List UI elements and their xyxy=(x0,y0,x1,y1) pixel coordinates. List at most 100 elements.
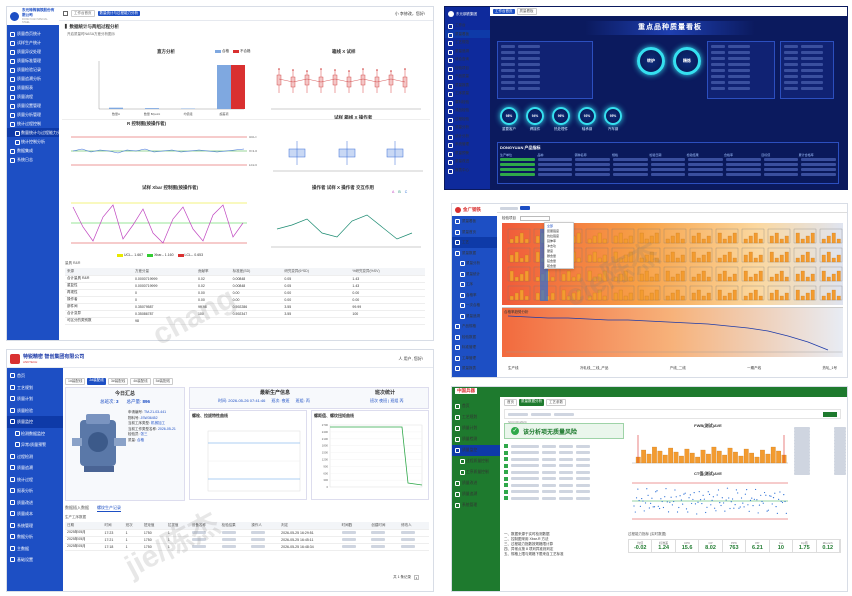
sidebar-item-11[interactable]: 数量统计与过程能力分析 xyxy=(7,128,59,137)
checkbox[interactable] xyxy=(504,470,508,475)
query-button[interactable] xyxy=(823,411,837,417)
p2-sidebar-item-16[interactable]: 质量改进 xyxy=(445,157,490,166)
sidebar-item-0[interactable]: 质量首页统计 xyxy=(7,29,59,38)
dropdown-option-0[interactable]: 全部 xyxy=(547,223,554,228)
p4-sidebar-item-12[interactable]: 质量成本 xyxy=(7,508,63,520)
p4-sidebar-item-3[interactable]: 质量检验 xyxy=(7,405,63,417)
p3-sidebar-item-1[interactable]: 质量首页 xyxy=(452,227,497,238)
p2-sidebar-item-13[interactable]: 统计分析 xyxy=(445,132,490,141)
p5-tab-1[interactable]: 质量数据分析 xyxy=(519,399,544,406)
user-greeting[interactable]: 人 用户, 您好! xyxy=(398,356,423,361)
p3-sidebar-item-4[interactable]: 质量分析 xyxy=(452,258,497,269)
p2-sidebar-item-1[interactable]: 质量看板 xyxy=(445,29,490,38)
line-tab-0[interactable]: 1#装配线 xyxy=(65,378,86,385)
p2-sidebar-item-4[interactable]: 综合查询 xyxy=(445,55,490,64)
dropdown-option-3[interactable]: 延伸率 xyxy=(547,238,557,243)
p5-sidebar-item-2[interactable]: 质量计划 xyxy=(452,423,500,434)
dropdown-option-5[interactable]: 硬度 xyxy=(547,248,554,253)
menu-toggle-icon[interactable] xyxy=(63,11,68,16)
p4-sidebar-item-8[interactable]: 质量追溯 xyxy=(7,462,63,474)
sidebar-item-4[interactable]: 质量检验记录 xyxy=(7,65,59,74)
p5-sidebar-item-0[interactable]: 首页 xyxy=(452,401,500,412)
p2-sidebar-item-10[interactable]: 成品检验 xyxy=(445,106,490,115)
p2-sidebar-item-2[interactable]: 工艺规范 xyxy=(445,38,490,47)
p4-sidebar-item-4[interactable]: 质量监控 xyxy=(7,416,63,428)
sidebar-item-8[interactable]: 质量设置管理 xyxy=(7,101,59,110)
sidebar-item-13[interactable]: 数据集成 xyxy=(7,146,59,155)
p3-sidebar-item-9[interactable]: 质量追溯 xyxy=(452,311,497,322)
sidebar-item-5[interactable]: 质量追溯分析 xyxy=(7,74,59,83)
filter-select[interactable] xyxy=(520,215,550,221)
p5-tab-2[interactable]: 工艺参数 xyxy=(546,399,566,406)
p4-sidebar-item-5[interactable]: 检测数据监控 xyxy=(7,428,63,440)
sidebar-item-14[interactable]: 系统日志 xyxy=(7,155,59,164)
p4-sidebar-item-14[interactable]: 数据分析 xyxy=(7,531,63,543)
checkbox[interactable] xyxy=(504,489,508,494)
table-tab-1[interactable]: 螺纹生产记录 xyxy=(97,505,121,512)
dropdown-option-1[interactable]: 屈服强度 xyxy=(547,228,560,233)
p2-sidebar-item-11[interactable]: 过程检验 xyxy=(445,115,490,124)
line-tab-1[interactable]: 2#装配线 xyxy=(87,378,106,385)
p2-sidebar-item-5[interactable]: 检验项目 xyxy=(445,64,490,73)
line-tab-3[interactable]: 4#装配线 xyxy=(130,378,151,385)
p5-sidebar-item-9[interactable]: 系统管理 xyxy=(452,500,500,511)
tab-spc[interactable]: 数量统计与过程能力分析 xyxy=(97,11,140,16)
checkbox[interactable] xyxy=(504,463,508,468)
p5-sidebar-item-6[interactable]: 工序质量控制 xyxy=(452,467,500,478)
p3-sidebar-item-2[interactable]: 工艺 xyxy=(452,237,497,248)
page-1-button[interactable]: 1 xyxy=(414,575,419,580)
p4-sidebar-item-10[interactable]: 报表分析 xyxy=(7,485,63,497)
p4-sidebar-item-1[interactable]: 工艺规划 xyxy=(7,382,63,394)
p4-sidebar-item-16[interactable]: 基础设置 xyxy=(7,554,63,566)
p5-sidebar-item-5[interactable]: 过程质量控制 xyxy=(452,456,500,467)
p2-sidebar-item-0[interactable]: 工作台 xyxy=(445,21,490,30)
sidebar-item-12[interactable]: 统计控制分析 xyxy=(7,137,59,146)
p5-sidebar-item-8[interactable]: 质量追溯 xyxy=(452,489,500,500)
p3-sidebar-item-5[interactable]: 质量统计 xyxy=(452,269,497,280)
p5-sidebar-item-1[interactable]: 工艺规划 xyxy=(452,412,500,423)
p4-sidebar-item-15[interactable]: 主数据 xyxy=(7,543,63,555)
p4-sidebar-item-7[interactable]: 过程检测 xyxy=(7,451,63,463)
dropdown-option-8[interactable]: 硫含量 xyxy=(547,263,557,268)
user-greeting[interactable]: 小 李修改，您好! xyxy=(394,11,425,16)
sidebar-item-3[interactable]: 质量标准管理 xyxy=(7,56,59,65)
sidebar-item-2[interactable]: 质量异议处理 xyxy=(7,47,59,56)
p5-sidebar-item-4[interactable]: 质量监控 xyxy=(452,445,500,456)
line-tab-2[interactable]: 3#装配线 xyxy=(107,378,129,385)
p2-sidebar-item-3[interactable]: 质量追溯 xyxy=(445,47,490,56)
tab-dashboard[interactable]: 质量看板 xyxy=(516,8,537,15)
sidebar-item-10[interactable]: 统计过程控制 xyxy=(7,119,59,128)
p3-sidebar-item-14[interactable]: 质量报表 xyxy=(452,363,497,374)
dropdown-option-6[interactable]: 碳含量 xyxy=(547,253,557,258)
p2-sidebar-item-8[interactable]: 工序质量 xyxy=(445,89,490,98)
p5-sidebar-item-3[interactable]: 质量检测 xyxy=(452,434,500,445)
p5-sidebar-item-7[interactable]: 质量改进 xyxy=(452,478,500,489)
sidebar-item-6[interactable]: 质量报表 xyxy=(7,83,59,92)
line-tab-4[interactable]: 5#装配线 xyxy=(152,378,174,385)
sidebar-item-1[interactable]: 试样生产统计 xyxy=(7,38,59,47)
p3-sidebar-item-6[interactable]: 工序 xyxy=(452,279,497,290)
p2-sidebar-item-15[interactable]: 质量预警 xyxy=(445,149,490,158)
p3-sidebar-item-11[interactable]: 检验数据 xyxy=(452,332,497,343)
tab-home[interactable]: 工作台首页 xyxy=(71,10,95,17)
p3-sidebar-item-7[interactable]: 合格率 xyxy=(452,290,497,301)
dropdown-option-7[interactable]: 锰含量 xyxy=(547,258,557,263)
p4-sidebar-item-13[interactable]: 系统管理 xyxy=(7,520,63,532)
checkbox[interactable] xyxy=(504,476,508,481)
p4-sidebar-item-0[interactable]: 首页 xyxy=(7,370,63,382)
tab-workbench[interactable]: 工作台首页 xyxy=(493,9,515,14)
p3-sidebar-item-13[interactable]: 工单管理 xyxy=(452,353,497,364)
p3-sidebar-item-0[interactable]: 质量看板 xyxy=(452,216,497,227)
checkbox[interactable] xyxy=(504,483,508,488)
dropdown-option-4[interactable]: 冲击功 xyxy=(547,243,557,248)
p3-sidebar-item-8[interactable]: 一次合格 xyxy=(452,300,497,311)
checkbox[interactable] xyxy=(504,496,508,501)
p4-sidebar-item-6[interactable]: 异常/质量预警 xyxy=(7,439,63,451)
p4-sidebar-item-11[interactable]: 质量改进 xyxy=(7,497,63,509)
checkbox[interactable] xyxy=(504,450,508,455)
p3-sidebar-item-10[interactable]: 产品规格 xyxy=(452,321,497,332)
sidebar-item-9[interactable]: 质量分析管理 xyxy=(7,110,59,119)
sidebar-item-7[interactable]: 质量流程 xyxy=(7,92,59,101)
p4-sidebar-item-9[interactable]: 统计过程 xyxy=(7,474,63,486)
p2-sidebar-item-12[interactable]: 质量分析 xyxy=(445,123,490,132)
